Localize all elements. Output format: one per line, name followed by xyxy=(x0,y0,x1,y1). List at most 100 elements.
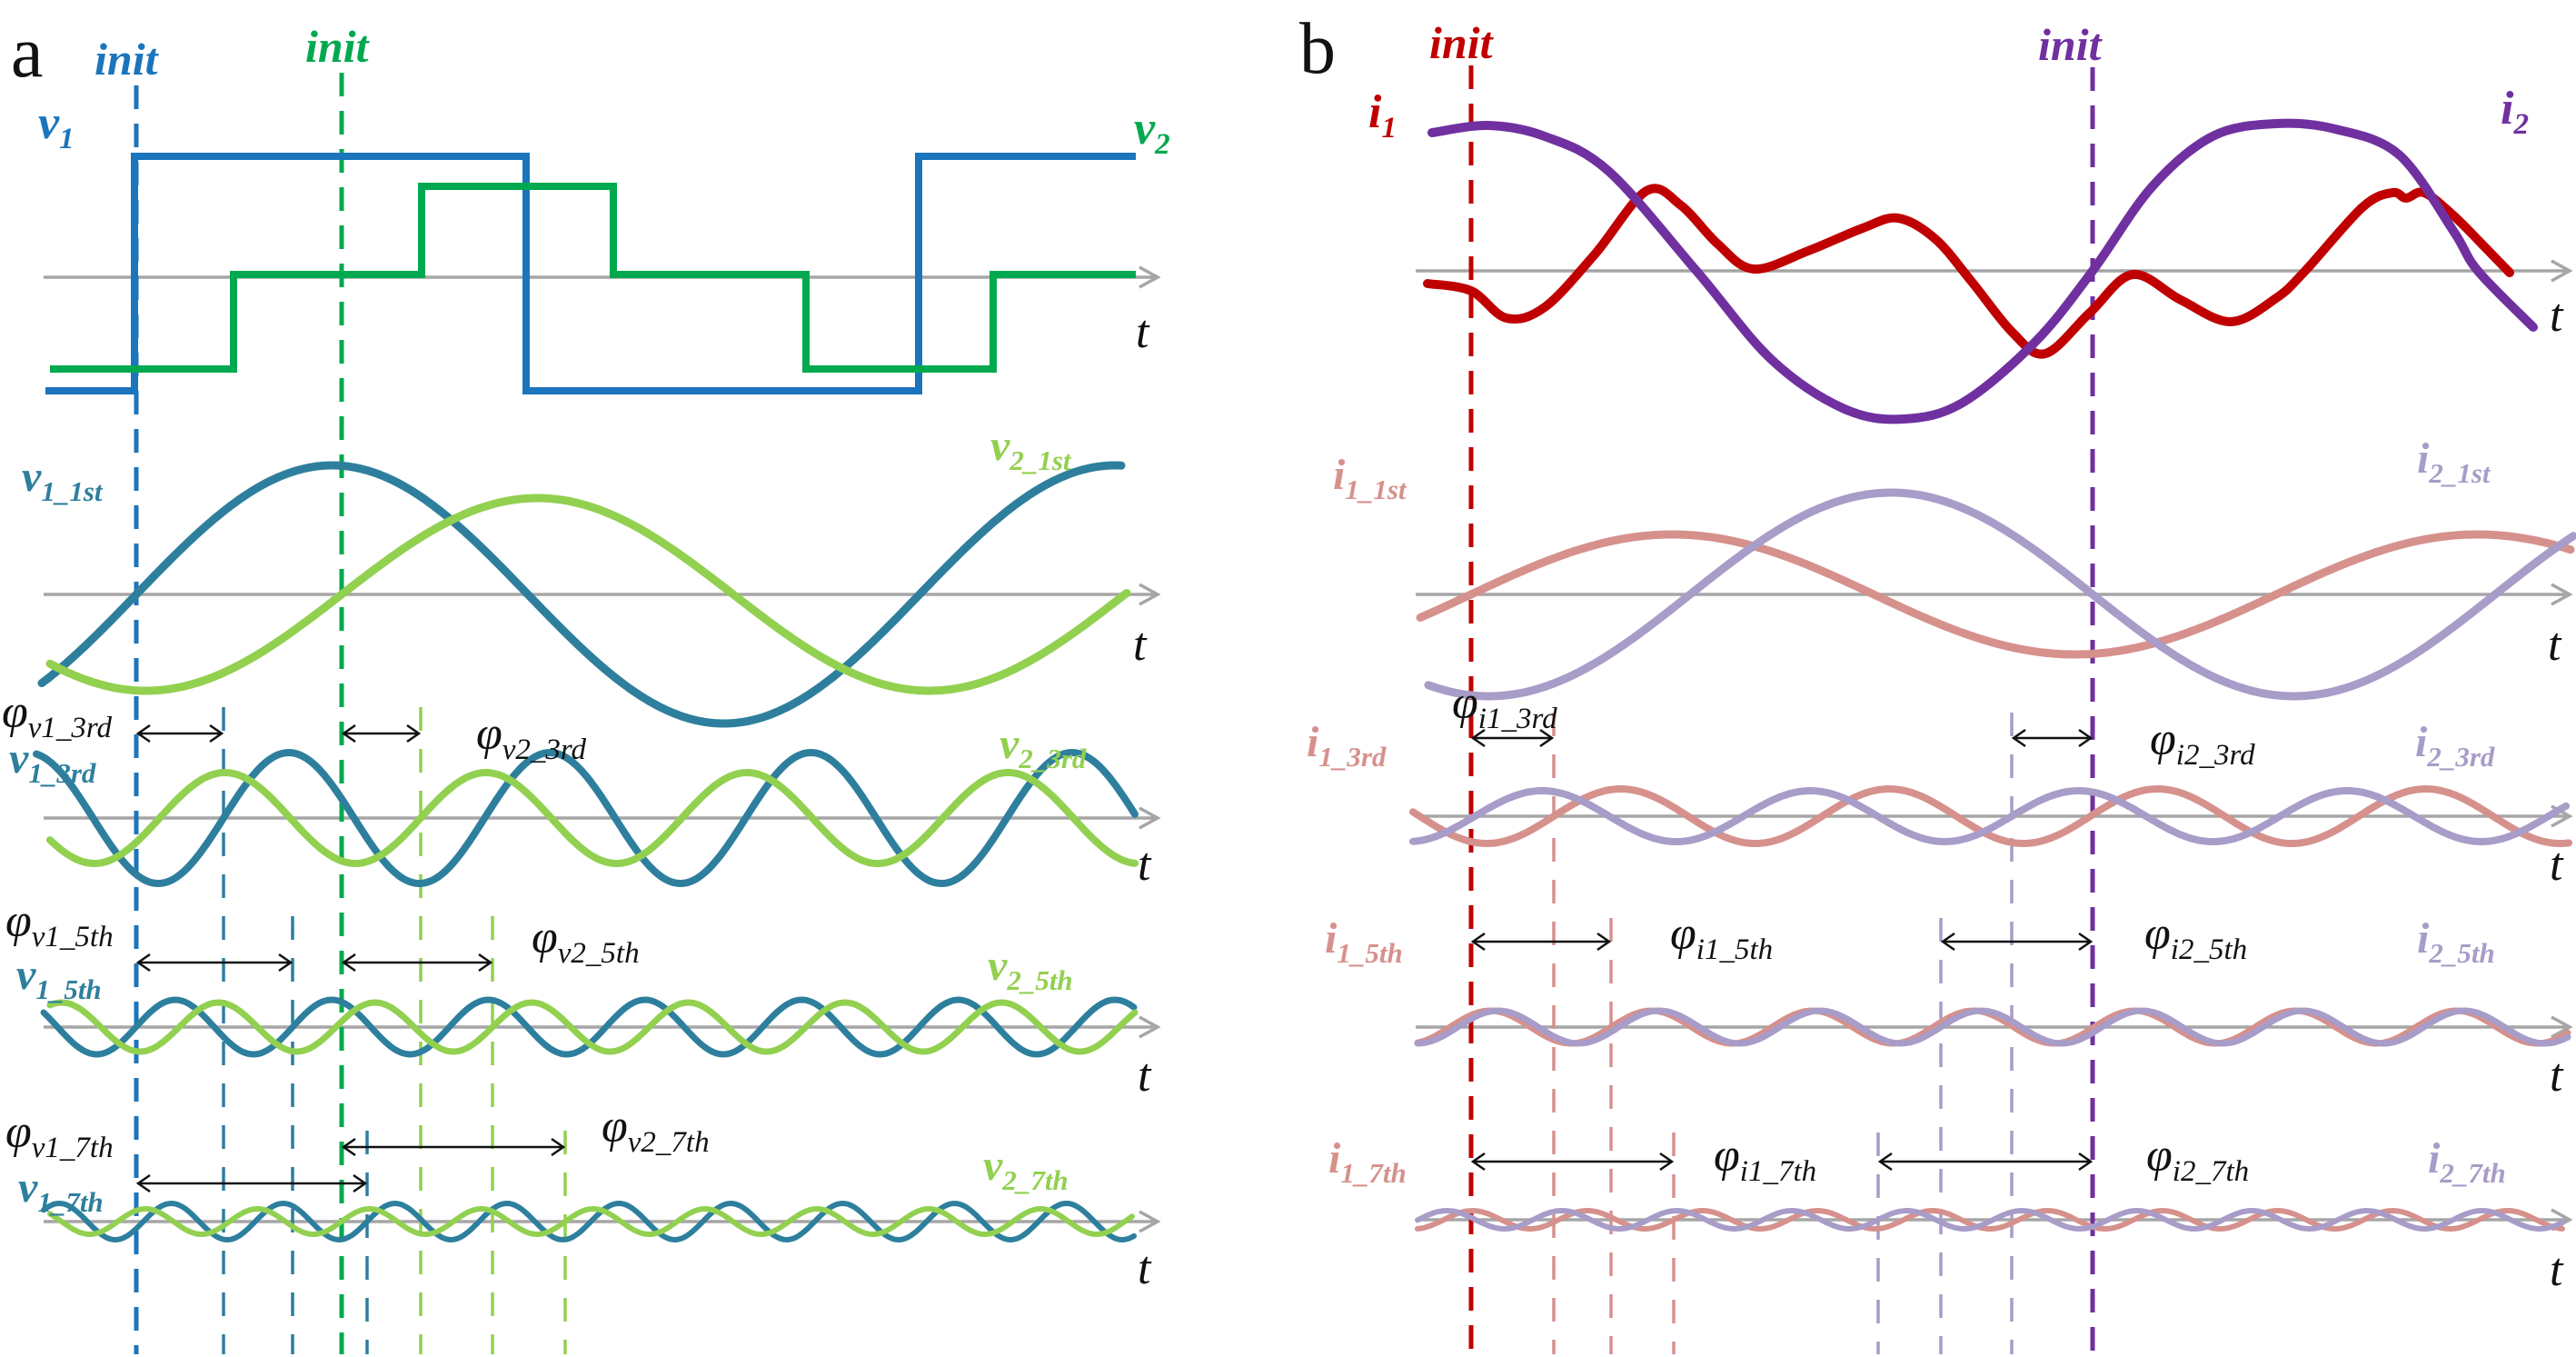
panel-letter-b: b xyxy=(1299,9,1336,90)
wave-i2_7th xyxy=(1415,1207,2565,1232)
phase-label-phi-i2_7th: φi2_7th xyxy=(2146,1130,2249,1188)
time-axis-arrowhead-icon xyxy=(1139,1210,1161,1233)
series-label-v2: v2 xyxy=(1134,103,1170,161)
series-label-i1: i1 xyxy=(1368,86,1397,145)
time-axis-arrowhead-icon xyxy=(2551,1015,2573,1039)
arrow-phi-v1-5th-right-arrowhead-icon xyxy=(278,953,293,973)
series-label-i2_3rd: i2_3rd xyxy=(2415,718,2495,773)
series-label-i2_7th: i2_7th xyxy=(2428,1134,2506,1189)
series-label-i1_1st: i1_1st xyxy=(1333,451,1407,505)
arrow-phi-i2-3rd-right-arrowhead-icon xyxy=(2078,728,2094,748)
wave-i1_7th xyxy=(1415,1207,2565,1232)
series-label-v2_3rd: v2_3rd xyxy=(1000,720,1087,774)
arrow-phi-i1-7th-left-arrowhead-icon xyxy=(1470,1152,1486,1172)
wave-v2_1st xyxy=(45,494,1131,695)
series-label-v1_5th: v1_5th xyxy=(16,951,102,1005)
time-axis-arrowhead-icon xyxy=(1139,1015,1161,1039)
series-label-i1_3rd: i1_3rd xyxy=(1307,718,1387,773)
arrow-phi-v2-7th-left-arrowhead-icon xyxy=(341,1137,356,1157)
t-axis-label-2: t xyxy=(1138,839,1152,891)
series-label-i1_5th: i1_5th xyxy=(1325,914,1403,969)
series-label-v1_1st: v1_1st xyxy=(22,453,104,507)
wave-v2_3rd xyxy=(46,768,1139,868)
arrow-phi-v1-3rd-left-arrowhead-icon xyxy=(135,723,151,743)
arrow-phi-i2-7th-left-arrowhead-icon xyxy=(1877,1152,1893,1172)
arrow-phi-i1-5th-right-arrowhead-icon xyxy=(1596,932,1612,952)
time-axis-arrowhead-icon xyxy=(1139,265,1161,289)
arrow-phi-i1-3rd-left-arrowhead-icon xyxy=(1470,728,1486,748)
wave-i1 xyxy=(1423,184,2514,359)
phase-label-phi-i2_5th: φi2_5th xyxy=(2144,908,2247,966)
arrow-phi-i2-5th-right-arrowhead-icon xyxy=(2078,932,2094,952)
wave-i2_5th xyxy=(1414,1007,2571,1047)
t-axis-label-5: t xyxy=(2550,290,2564,342)
arrow-phi-v1-3rd-right-arrowhead-icon xyxy=(209,723,224,743)
init-label-init-i1: init xyxy=(1429,17,1495,68)
arrow-phi-v1-7th-right-arrowhead-icon xyxy=(353,1173,368,1193)
time-axis-arrowhead-icon xyxy=(1139,806,1161,830)
phase-label-phi-v1_5th: φv1_5th xyxy=(5,895,114,953)
t-axis-label-4: t xyxy=(1138,1242,1152,1294)
phase-label-phi-i1_5th: φi1_5th xyxy=(1670,908,1773,966)
phase-label-phi-v1_7th: φv1_7th xyxy=(5,1106,114,1164)
series-label-v2_7th: v2_7th xyxy=(983,1142,1069,1196)
wave-i1_3rd xyxy=(1409,785,2572,848)
series-label-v2_1st: v2_1st xyxy=(990,422,1072,476)
series-label-i2_5th: i2_5th xyxy=(2417,914,2495,969)
phase-label-phi-i1_7th: φi1_7th xyxy=(1714,1130,1816,1188)
arrow-phi-i2-3rd-left-arrowhead-icon xyxy=(2011,728,2026,748)
wave-v1 xyxy=(45,153,1136,394)
t-axis-label-8: t xyxy=(2550,1050,2564,1102)
wave-v2 xyxy=(50,183,1136,373)
arrow-phi-v2-7th-right-arrowhead-icon xyxy=(551,1137,566,1157)
t-axis-label-6: t xyxy=(2548,619,2562,671)
wave-v2_5th xyxy=(46,999,1139,1055)
wave-v1_1st xyxy=(37,461,1126,728)
t-axis-label-1: t xyxy=(1133,619,1148,671)
wave-v2_7th xyxy=(47,1205,1135,1238)
init-label-init-i2: init xyxy=(2038,19,2104,70)
init-label-init-v2: init xyxy=(305,21,371,72)
time-axis-arrowhead-icon xyxy=(2551,259,2573,283)
arrow-phi-v2-5th-right-arrowhead-icon xyxy=(478,953,493,973)
init-label-init-v1: init xyxy=(94,34,160,85)
arrow-phi-i1-7th-right-arrowhead-icon xyxy=(1659,1152,1675,1172)
phase-label-phi-i2_3rd: φi2_3rd xyxy=(2150,713,2255,772)
series-label-i2_1st: i2_1st xyxy=(2417,434,2491,489)
t-axis-label-0: t xyxy=(1136,306,1150,358)
t-axis-label-9: t xyxy=(2550,1244,2564,1296)
time-axis-arrowhead-icon xyxy=(1139,583,1161,606)
arrow-phi-v2-3rd-left-arrowhead-icon xyxy=(341,723,356,743)
arrow-phi-v2-3rd-right-arrowhead-icon xyxy=(406,723,422,743)
wave-v1_3rd xyxy=(33,748,1139,888)
phase-label-phi-v1_3rd: φv1_3rd xyxy=(2,686,113,744)
series-label-v1: v1 xyxy=(38,97,75,155)
phase-label-phi-v2_7th: φv2_7th xyxy=(602,1101,710,1159)
series-label-v1_3rd: v1_3rd xyxy=(9,734,96,789)
wave-i2_1st xyxy=(1424,488,2576,701)
series-label-v2_5th: v2_5th xyxy=(988,942,1073,996)
t-axis-label-3: t xyxy=(1138,1050,1152,1102)
t-axis-label-7: t xyxy=(2550,839,2564,891)
wave-i1_1st xyxy=(1416,530,2575,659)
series-label-v1_7th: v1_7th xyxy=(18,1163,104,1218)
arrow-phi-v1-7th-left-arrowhead-icon xyxy=(135,1173,151,1193)
arrow-phi-i2-5th-left-arrowhead-icon xyxy=(1940,932,1955,952)
arrow-phi-i2-7th-right-arrowhead-icon xyxy=(2078,1152,2094,1172)
arrow-phi-i1-5th-left-arrowhead-icon xyxy=(1470,932,1486,952)
arrow-phi-v2-5th-left-arrowhead-icon xyxy=(341,953,356,973)
arrow-phi-i1-3rd-right-arrowhead-icon xyxy=(1539,728,1555,748)
time-axis-arrowhead-icon xyxy=(2551,583,2573,606)
phase-label-phi-i1_3rd: φi1_3rd xyxy=(1452,677,1557,735)
arrow-phi-v1-5th-left-arrowhead-icon xyxy=(135,953,151,973)
panel-letter-a: a xyxy=(11,13,44,94)
wave-v1_7th xyxy=(41,1200,1137,1243)
series-label-i2: i2 xyxy=(2501,83,2529,141)
wave-i2_3rd xyxy=(1409,787,2570,846)
wave-i2 xyxy=(1427,118,2538,424)
phase-label-phi-v2_5th: φv2_5th xyxy=(532,912,640,970)
series-label-i1_7th: i1_7th xyxy=(1328,1134,1407,1189)
phase-label-phi-v2_3rd: φv2_3rd xyxy=(476,708,587,766)
